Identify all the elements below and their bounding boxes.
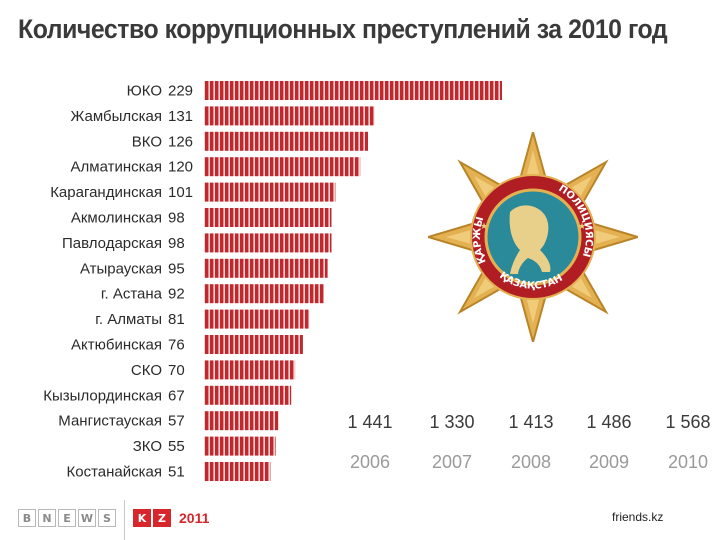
year-label: 2009 xyxy=(589,452,629,472)
category-label: Костанайская xyxy=(67,464,163,481)
category-label: ЗКО xyxy=(133,438,162,455)
bar xyxy=(204,106,375,126)
value-label: 57 xyxy=(168,413,185,430)
bar xyxy=(204,157,361,177)
category-label: Атырауская xyxy=(80,260,162,277)
bnews-logo: B N E W S K Z 2011 xyxy=(18,498,210,540)
bar xyxy=(204,462,271,481)
bar xyxy=(204,309,310,329)
category-label: Алматинская xyxy=(71,159,162,176)
bar xyxy=(204,284,324,304)
year-total-value: 1 413 xyxy=(508,412,553,432)
chart-title: Количество коррупционных преступлений за… xyxy=(18,14,668,44)
bar xyxy=(204,335,303,354)
bar xyxy=(204,208,332,227)
value-label: 98 xyxy=(168,235,185,252)
value-label: 76 xyxy=(168,337,185,354)
bar xyxy=(204,258,328,278)
value-label: 98 xyxy=(168,210,185,227)
bar xyxy=(204,131,368,151)
value-label: 131 xyxy=(168,108,193,125)
bar xyxy=(204,233,332,253)
logo-letter-kz: Z xyxy=(153,509,171,527)
category-label: Мангистауская xyxy=(58,413,162,430)
value-label: 55 xyxy=(168,438,185,455)
bar-series: ЮКО 229 Жамбылская 131 ВКО 126 Алматинская 120 К… xyxy=(43,81,502,481)
category-label: Жамбылская xyxy=(71,108,163,125)
category-label: г. Алматы xyxy=(95,311,162,328)
bar xyxy=(204,81,502,100)
year-label: 2006 xyxy=(350,452,390,472)
value-label: 92 xyxy=(168,286,185,303)
bar xyxy=(204,360,296,380)
bar xyxy=(204,385,292,405)
svg-text:★: ★ xyxy=(578,221,586,231)
value-label: 95 xyxy=(168,260,185,277)
logo-letter-kz: K xyxy=(133,509,151,527)
bar xyxy=(204,436,276,456)
logo-letter: N xyxy=(38,509,56,527)
logo-letter: W xyxy=(78,509,96,527)
year-total-value: 1 441 xyxy=(347,412,392,432)
year-label: 2007 xyxy=(432,452,472,472)
svg-text:★: ★ xyxy=(480,221,488,231)
source-credit: friends.kz xyxy=(612,510,664,524)
value-label: 67 xyxy=(168,387,185,404)
yearly-totals: 1 441 2006 1 330 2007 1 413 2008 1 486 2009 1 56… xyxy=(347,412,710,472)
value-label: 120 xyxy=(168,159,193,176)
category-label: Кызылординская xyxy=(43,387,162,404)
category-label: Карагандинская xyxy=(50,184,162,201)
category-label: ЮКО xyxy=(127,83,162,100)
logo-divider xyxy=(124,500,125,540)
logo-letter: S xyxy=(98,509,116,527)
value-label: 70 xyxy=(168,362,185,379)
value-label: 81 xyxy=(168,311,185,328)
category-label: Акмолинская xyxy=(71,210,162,227)
category-label: Павлодарская xyxy=(62,235,162,252)
value-label: 126 xyxy=(168,133,193,150)
category-label: Актюбинская xyxy=(71,337,162,354)
category-label: г. Астана xyxy=(101,286,163,303)
year-total-value: 1 330 xyxy=(429,412,474,432)
value-label: 101 xyxy=(168,184,193,201)
bar xyxy=(204,411,279,431)
logo-year: 2011 xyxy=(179,510,210,526)
value-label: 51 xyxy=(168,464,185,481)
bar xyxy=(204,182,336,202)
financial-police-emblem: ҚАРЖЫ ПОЛИЦИЯСЫ ҚАЗАҚСТАН ★ ★ xyxy=(428,132,638,342)
year-label: 2008 xyxy=(511,452,551,472)
logo-letter: B xyxy=(18,509,36,527)
year-total-value: 1 486 xyxy=(586,412,631,432)
year-total-value: 1 568 xyxy=(665,412,710,432)
category-label: ВКО xyxy=(132,133,162,150)
category-label: СКО xyxy=(131,362,162,379)
logo-letter: E xyxy=(58,509,76,527)
value-label: 229 xyxy=(168,83,193,100)
year-label: 2010 xyxy=(668,452,708,472)
